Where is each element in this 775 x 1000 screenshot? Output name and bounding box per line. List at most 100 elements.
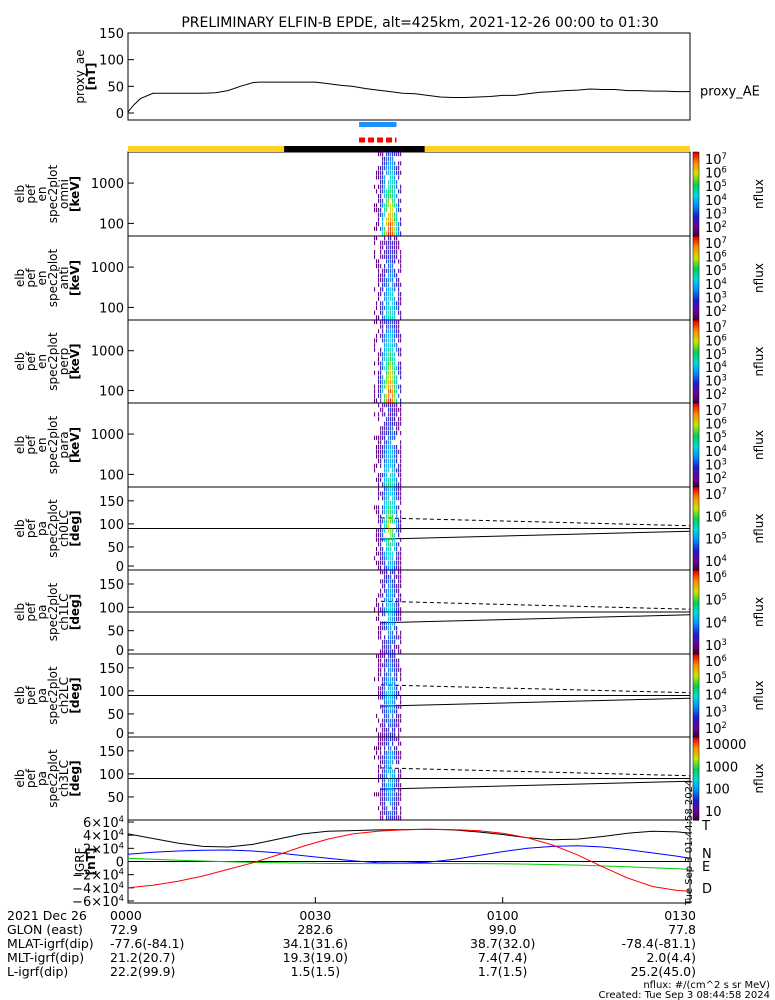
colorbar-segment xyxy=(693,714,699,717)
spec-cell xyxy=(392,296,394,301)
spec-cell xyxy=(384,560,386,565)
spec-cell xyxy=(388,324,390,329)
spec-cell xyxy=(398,482,400,487)
colorbar-segment xyxy=(693,403,699,406)
spec-cell xyxy=(384,537,386,542)
spec-cell xyxy=(398,320,400,325)
spec-cell xyxy=(388,546,390,551)
spec-cell xyxy=(398,565,400,570)
spec-cell xyxy=(386,792,388,797)
colorbar-segment xyxy=(693,586,699,590)
colorbar-segment xyxy=(693,303,699,306)
spec-cell xyxy=(382,170,384,175)
colorbar-segment xyxy=(693,179,699,182)
spec-cell xyxy=(388,482,390,487)
colorbar-segment xyxy=(693,242,699,245)
spec-cell xyxy=(382,537,384,542)
ytick-label: 1000 xyxy=(91,177,124,192)
spec-cell xyxy=(382,677,384,682)
spec-cell xyxy=(394,175,396,180)
colorbar-tick-label: 10 xyxy=(705,805,722,820)
spec-cell xyxy=(394,412,396,417)
spec-cell xyxy=(396,746,398,751)
spec-cell xyxy=(386,393,388,398)
spec-cell xyxy=(392,407,394,412)
spec-cell xyxy=(396,574,398,579)
spec-cell xyxy=(386,773,388,778)
spec-cell xyxy=(384,292,386,297)
spec-cell xyxy=(380,588,382,593)
spec-cell xyxy=(394,189,396,194)
spec-cell xyxy=(380,658,382,663)
colorbar-segment xyxy=(693,630,699,634)
spec-cell xyxy=(394,667,396,672)
colorbar-tick-label: 103 xyxy=(705,289,727,306)
colorbar-segment xyxy=(693,774,699,778)
spec-cell xyxy=(396,375,398,380)
spec-cell xyxy=(394,695,396,700)
spec-cell xyxy=(384,268,386,273)
ytick-label: 50 xyxy=(107,541,124,556)
colorbar-segment xyxy=(693,468,699,471)
spec-cell xyxy=(386,713,388,718)
spec-cell xyxy=(386,459,388,464)
spec-cell xyxy=(374,468,376,473)
spec-cell xyxy=(398,278,400,283)
spec-cell xyxy=(394,560,396,565)
spec-cell xyxy=(394,491,396,496)
spec-cell xyxy=(400,769,402,774)
panel-spec2plot_ch0LC: elbpefpaspec2plotch0LC[deg]1501005001071… xyxy=(13,486,766,575)
colorbar-segment xyxy=(693,409,699,412)
spec-cell xyxy=(382,737,384,742)
spec-cell xyxy=(384,556,386,561)
spec-cell xyxy=(388,459,390,464)
spec-cell xyxy=(374,755,376,760)
colorbar-segment xyxy=(693,432,699,436)
spec-cell xyxy=(394,449,396,454)
spec-cell xyxy=(400,231,402,236)
spec-cell xyxy=(380,737,382,742)
spec-cell xyxy=(390,644,392,649)
colorbar-segment xyxy=(693,559,699,563)
colorbar-segment xyxy=(693,793,699,796)
spec-cell xyxy=(400,514,402,519)
spec-cell xyxy=(382,644,384,649)
colorbar-segment xyxy=(693,405,699,408)
colorbar-segment xyxy=(693,244,699,248)
spec-cell xyxy=(378,375,380,380)
spec-cell xyxy=(378,384,380,389)
colorbar-title: nflux xyxy=(752,430,766,460)
spec-cell xyxy=(394,217,396,222)
ylabel-line: spec2plot xyxy=(46,499,60,558)
spec-cell xyxy=(382,329,384,334)
spec-cell xyxy=(390,491,392,496)
spec-cell xyxy=(392,760,394,765)
spec-cell xyxy=(384,333,386,338)
colorbar-tick-label: 10000 xyxy=(705,738,746,753)
spec-cell xyxy=(398,727,400,732)
spec-cell xyxy=(388,361,390,366)
spec-cell xyxy=(374,250,376,255)
colorbar-tick-label: 102 xyxy=(705,386,727,403)
spec-cell xyxy=(390,635,392,640)
spec-cell xyxy=(388,356,390,361)
spec-cell xyxy=(386,556,388,561)
spec-cell xyxy=(398,352,400,357)
spec-cell xyxy=(392,612,394,617)
spec-cell xyxy=(396,598,398,603)
spec-cell xyxy=(390,217,392,222)
spec-cell xyxy=(378,449,380,454)
spec-cell xyxy=(390,161,392,166)
spec-cell xyxy=(400,338,402,343)
spec-cell xyxy=(396,236,398,241)
spec-cell xyxy=(398,231,400,236)
spec-cell xyxy=(400,184,402,189)
spec-cell xyxy=(382,184,384,189)
spec-cell xyxy=(394,324,396,329)
colorbar-segment xyxy=(693,503,699,507)
spec-cell xyxy=(392,240,394,245)
spec-cell xyxy=(384,231,386,236)
colorbar-tick-label: 103 xyxy=(705,456,727,473)
